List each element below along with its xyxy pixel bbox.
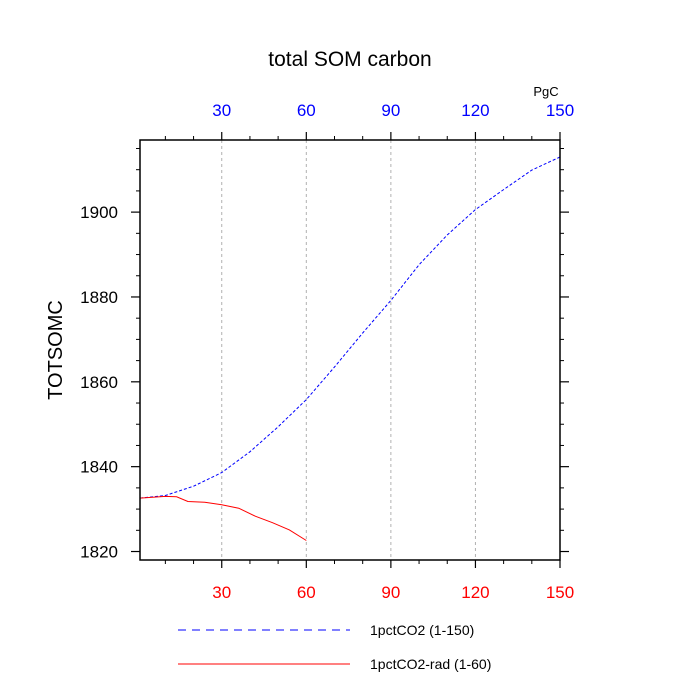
series-line-1pctCO2-rad — [139, 495, 307, 541]
x-tick-label-top: 120 — [461, 101, 489, 120]
grid-lines — [221, 140, 476, 560]
x-tick-label-bottom: 150 — [546, 583, 574, 602]
chart-title: total SOM carbon — [268, 48, 431, 71]
x-tick-label-top: 30 — [212, 101, 231, 120]
x-tick-label-bottom: 60 — [297, 583, 316, 602]
y-tick-label: 1820 — [80, 543, 118, 562]
x-tick-label-top: 90 — [381, 101, 400, 120]
y-tick-label: 1840 — [80, 458, 118, 477]
series-line-1pctCO2 — [139, 156, 561, 499]
y-tick-label: 1880 — [80, 288, 118, 307]
legend-label: 1pctCO2-rad (1-60) — [370, 656, 491, 672]
x-tick-label-bottom: 120 — [461, 583, 489, 602]
legend-label: 1pctCO2 (1-150) — [370, 622, 474, 638]
y-tick-label: 1900 — [80, 203, 118, 222]
series-layer — [139, 156, 561, 541]
y-axis-label: TOTSOMC — [45, 300, 67, 400]
y-tick-label: 1860 — [80, 373, 118, 392]
x-tick-label-bottom: 30 — [212, 583, 231, 602]
x-tick-label-top: 60 — [297, 101, 316, 120]
plot-frame — [139, 139, 561, 561]
axes: 30 30 60 60 90 90 120 120 150 150 1820 1840 1860 1880… — [80, 101, 574, 602]
legend: 1pctCO2 (1-150) 1pctCO2-rad (1-60) — [178, 622, 491, 672]
x-tick-label-bottom: 90 — [381, 583, 400, 602]
x-tick-label-top: 150 — [546, 101, 574, 120]
units-label: PgC — [533, 84, 558, 99]
